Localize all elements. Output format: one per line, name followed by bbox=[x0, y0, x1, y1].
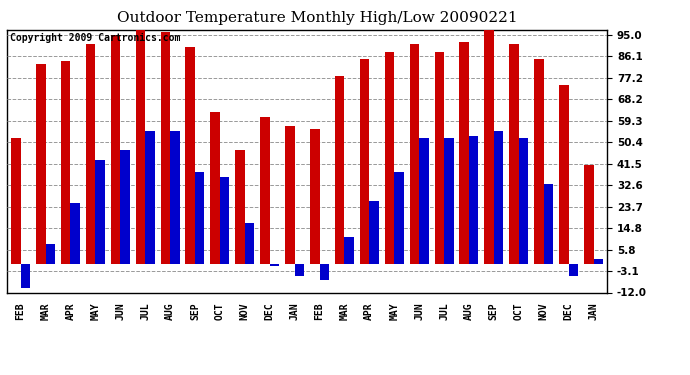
Bar bbox=[70, 203, 80, 264]
Bar bbox=[186, 47, 195, 264]
Bar bbox=[260, 117, 270, 264]
Bar bbox=[394, 172, 404, 264]
Bar bbox=[210, 112, 220, 264]
Bar bbox=[11, 138, 21, 264]
Bar bbox=[170, 131, 179, 264]
Bar bbox=[195, 172, 204, 264]
Bar bbox=[319, 264, 329, 280]
Bar bbox=[593, 259, 603, 264]
Bar bbox=[519, 138, 529, 264]
Bar bbox=[111, 35, 120, 264]
Bar bbox=[285, 126, 295, 264]
Bar bbox=[46, 244, 55, 264]
Bar bbox=[36, 64, 46, 264]
Bar bbox=[460, 42, 469, 264]
Bar bbox=[61, 61, 70, 264]
Bar bbox=[86, 45, 95, 264]
Bar bbox=[235, 150, 245, 264]
Bar bbox=[270, 264, 279, 266]
Bar bbox=[369, 201, 379, 264]
Bar bbox=[484, 30, 494, 264]
Bar bbox=[410, 45, 419, 264]
Bar bbox=[21, 264, 30, 288]
Bar bbox=[335, 76, 344, 264]
Bar bbox=[544, 184, 553, 264]
Bar bbox=[295, 264, 304, 276]
Bar bbox=[120, 150, 130, 264]
Bar bbox=[569, 264, 578, 276]
Bar bbox=[310, 129, 319, 264]
Bar bbox=[245, 223, 254, 264]
Text: Outdoor Temperature Monthly High/Low 20090221: Outdoor Temperature Monthly High/Low 200… bbox=[117, 11, 518, 25]
Bar bbox=[385, 52, 394, 264]
Bar bbox=[161, 32, 170, 264]
Bar bbox=[344, 237, 354, 264]
Bar bbox=[435, 52, 444, 264]
Bar bbox=[559, 86, 569, 264]
Text: Copyright 2009 Cartronics.com: Copyright 2009 Cartronics.com bbox=[10, 33, 180, 43]
Bar bbox=[469, 136, 478, 264]
Bar bbox=[534, 59, 544, 264]
Bar bbox=[494, 131, 503, 264]
Bar bbox=[95, 160, 105, 264]
Bar bbox=[419, 138, 428, 264]
Bar bbox=[136, 30, 145, 264]
Bar bbox=[220, 177, 229, 264]
Bar bbox=[509, 45, 519, 264]
Bar bbox=[145, 131, 155, 264]
Bar bbox=[360, 59, 369, 264]
Bar bbox=[444, 138, 453, 264]
Bar bbox=[584, 165, 593, 264]
